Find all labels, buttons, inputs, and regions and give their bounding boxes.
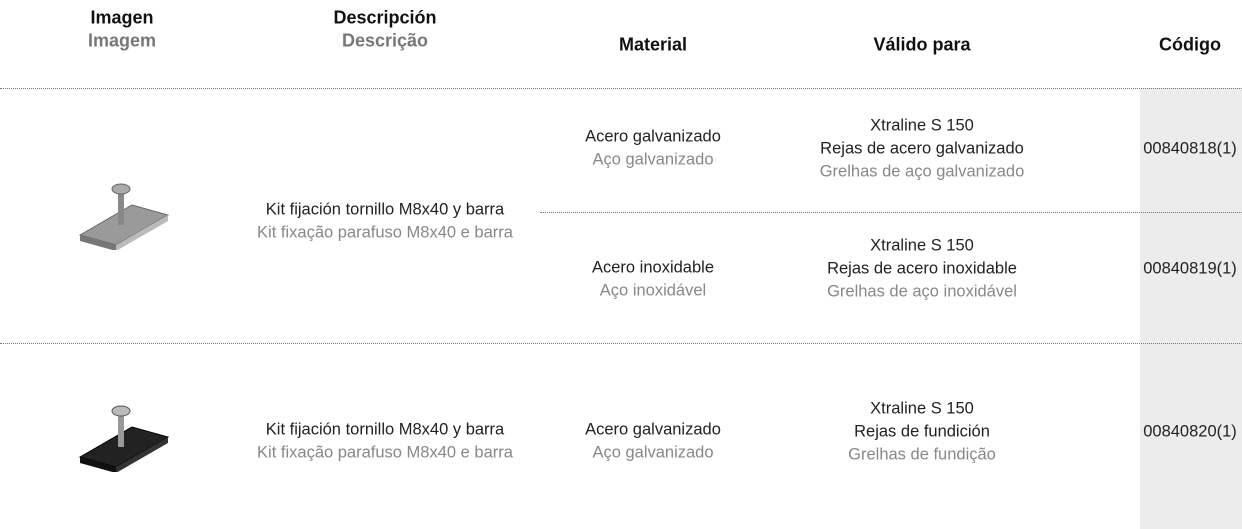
description: Kit fixação parafuso M8x40 e barra [257,223,513,242]
material: Aço galvanizado [592,443,714,462]
divider [0,88,1242,89]
header: Imagem [87,30,157,51]
header: Descrição [341,30,429,51]
valid-for: Rejas de fundición [854,422,990,441]
material: Acero galvanizado [585,420,721,439]
valid-for: Grelhas de aço inoxidável [827,282,1017,301]
code: 00840819(1) [1143,259,1237,278]
header: Código [1159,34,1221,55]
description: Kit fijación tornillo M8x40 y barra [265,420,505,439]
valid-for: Grelhas de fundição [848,445,996,464]
header: Imagen [90,7,154,28]
header: Material [618,34,688,55]
material: Aço inoxidável [599,281,707,300]
material: Aço galvanizado [592,150,714,169]
valid-for: Rejas de acero galvanizado [820,139,1024,158]
material: Acero inoxidable [592,258,714,277]
code: 00840818(1) [1143,139,1237,158]
product-image [78,405,170,472]
header: Válido para [873,34,971,55]
divider [540,212,1242,213]
valid-for: Rejas de acero inoxidable [827,259,1017,278]
code-column-bg [1140,88,1242,529]
valid-for: Grelhas de aço galvanizado [819,162,1025,181]
valid-for: Xtraline S 150 [870,116,974,135]
divider [0,343,1242,344]
valid-for: Xtraline S 150 [870,399,974,418]
product-image [78,183,170,250]
header: Descripción [333,7,437,28]
description: Kit fixação parafuso M8x40 e barra [257,443,513,462]
code: 00840820(1) [1143,422,1237,441]
valid-for: Xtraline S 150 [870,236,974,255]
description: Kit fijación tornillo M8x40 y barra [265,200,505,219]
material: Acero galvanizado [585,127,721,146]
